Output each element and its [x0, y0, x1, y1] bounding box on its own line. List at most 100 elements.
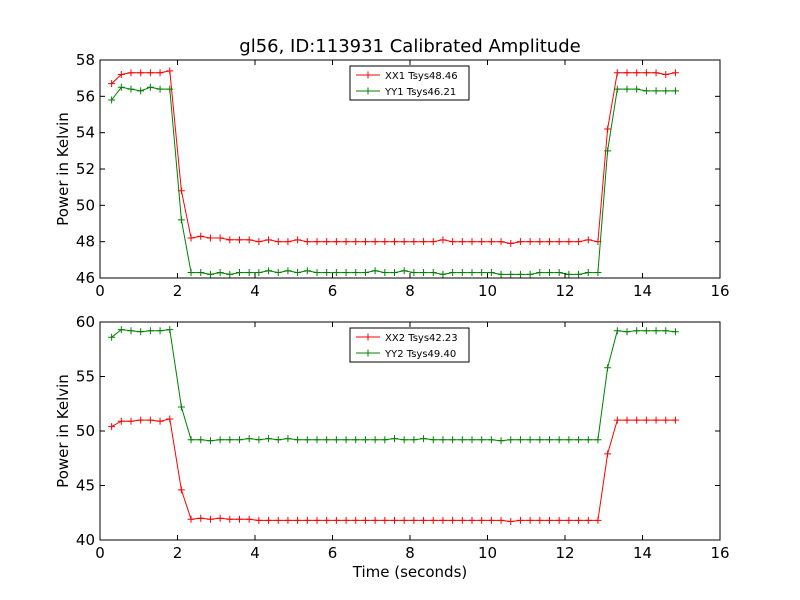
legend-box	[349, 327, 470, 363]
data-point	[555, 516, 563, 524]
data-point	[458, 516, 466, 524]
data-point	[623, 85, 631, 93]
data-point	[652, 416, 660, 424]
data-point	[156, 327, 164, 335]
data-point	[361, 516, 369, 524]
data-point	[371, 267, 379, 275]
data-point	[255, 238, 263, 246]
data-point	[166, 326, 174, 334]
data-point	[584, 516, 592, 524]
data-point	[294, 269, 302, 277]
data-point	[284, 435, 292, 443]
data-point	[652, 87, 660, 95]
plot-bottom: 0 2 4 6 8 10 12 14 16 40 45 50 55 60 Power in Kelvin Ti…	[54, 313, 730, 581]
data-point	[381, 516, 389, 524]
data-point	[575, 238, 583, 246]
data-point	[332, 238, 340, 246]
data-point	[410, 516, 418, 524]
data-point	[265, 435, 273, 443]
data-point	[642, 87, 650, 95]
data-point	[156, 417, 164, 425]
y-tick-label: 50	[76, 422, 95, 440]
data-point	[497, 516, 505, 524]
data-point	[381, 269, 389, 277]
data-point	[313, 516, 321, 524]
data-point	[177, 216, 185, 224]
data-point	[284, 238, 292, 246]
x-tick-label: 14	[633, 282, 652, 300]
x-tick-label: 16	[710, 282, 729, 300]
data-point	[166, 67, 174, 75]
legend-label: YY1 Tsys46.21	[384, 87, 456, 98]
data-point	[623, 328, 631, 336]
data-point	[642, 416, 650, 424]
data-point	[303, 238, 311, 246]
data-point	[108, 333, 116, 341]
data-point	[400, 267, 408, 275]
data-point	[274, 269, 282, 277]
data-point	[410, 238, 418, 246]
data-point	[633, 416, 641, 424]
data-point	[137, 69, 145, 77]
data-point	[497, 437, 505, 445]
data-point	[662, 87, 670, 95]
data-point	[468, 269, 476, 277]
data-point	[613, 327, 621, 335]
data-point	[108, 80, 116, 88]
data-point	[410, 436, 418, 444]
x-tick-label: 10	[478, 282, 497, 300]
data-point	[226, 236, 234, 244]
data-point	[526, 436, 534, 444]
data-point	[604, 125, 612, 133]
data-point	[303, 516, 311, 524]
data-point	[468, 238, 476, 246]
data-point	[197, 269, 205, 277]
data-point	[156, 69, 164, 77]
data-point	[187, 269, 195, 277]
data-point	[575, 436, 583, 444]
data-point	[594, 269, 602, 277]
data-point	[117, 326, 125, 334]
data-point	[439, 236, 447, 244]
data-point	[294, 516, 302, 524]
data-point	[420, 435, 428, 443]
data-point	[391, 516, 398, 524]
data-point	[381, 436, 389, 444]
y-tick-label: 54	[76, 124, 95, 142]
legend-box	[349, 65, 470, 101]
x-tick-label: 0	[95, 544, 105, 562]
data-point	[555, 238, 563, 246]
data-point	[197, 514, 205, 522]
y-tick-label: 52	[76, 160, 95, 178]
x-tick-label: 8	[405, 544, 415, 562]
data-point	[400, 436, 408, 444]
data-point	[555, 269, 563, 277]
data-point	[487, 516, 495, 524]
data-point	[342, 238, 350, 246]
data-point	[352, 436, 360, 444]
data-point	[371, 436, 379, 444]
data-point	[146, 416, 154, 424]
data-point	[671, 328, 679, 336]
data-point	[546, 436, 553, 444]
data-point	[127, 69, 135, 77]
data-point	[487, 436, 495, 444]
data-point	[332, 436, 340, 444]
data-point	[391, 269, 398, 277]
x-axis-label: Time (seconds)	[352, 563, 468, 581]
chart-title: gl56, ID:113931 Calibrated Amplitude	[239, 36, 580, 57]
data-point	[371, 238, 379, 246]
data-point	[507, 270, 515, 278]
y-tick-label: 46	[76, 269, 95, 287]
y-tick-label: 50	[76, 196, 95, 214]
data-point	[400, 238, 408, 246]
data-point	[449, 516, 457, 524]
y-axis-label: Power in Kelvin	[54, 374, 72, 488]
data-point	[352, 269, 360, 277]
legend-label: YY2 Tsys49.40	[384, 349, 456, 360]
data-point	[623, 69, 631, 77]
data-point	[497, 270, 505, 278]
data-point	[323, 238, 331, 246]
data-point	[137, 87, 145, 95]
x-tick-label: 0	[95, 282, 105, 300]
